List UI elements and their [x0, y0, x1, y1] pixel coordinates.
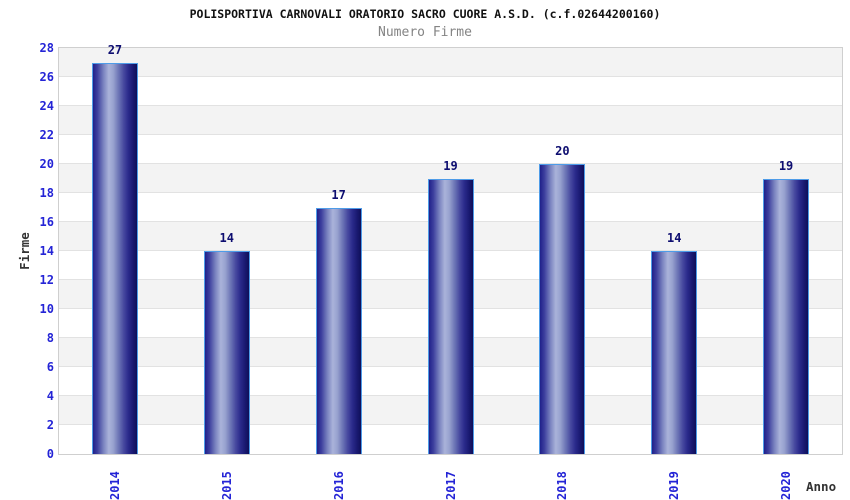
- y-tick-label: 26: [39, 70, 54, 84]
- x-tick-label: 2019: [667, 471, 682, 500]
- x-tick-label: 2014: [107, 471, 122, 500]
- y-tick-label: 14: [39, 244, 54, 258]
- bar-2019: [651, 251, 698, 454]
- x-axis-title: Anno: [806, 479, 837, 494]
- grid-band: [59, 77, 842, 106]
- bar-value-label: 19: [778, 158, 794, 173]
- y-tick-label: 28: [39, 41, 54, 55]
- bar-2014: [91, 62, 138, 454]
- x-tick-label: 2020: [779, 471, 794, 500]
- bar-value-label: 27: [107, 42, 123, 57]
- grid-band: [59, 106, 842, 135]
- bar-2017: [427, 178, 474, 454]
- bar-value-label: 19: [443, 158, 458, 173]
- y-tick-label: 4: [46, 389, 54, 403]
- y-tick-label: 6: [46, 360, 54, 374]
- y-axis-title: Firme: [17, 232, 32, 270]
- y-tick-label: 22: [39, 128, 54, 142]
- bar-2020: [763, 178, 810, 454]
- bar-2015: [203, 251, 250, 454]
- gridline: [59, 134, 842, 135]
- x-tick-label: 2015: [219, 471, 234, 500]
- gridline: [59, 163, 842, 164]
- y-tick-label: 24: [39, 99, 54, 113]
- x-tick-label: 2016: [331, 471, 346, 500]
- gridline: [59, 76, 842, 77]
- grid-band: [59, 135, 842, 164]
- chart-title: POLISPORTIVA CARNOVALI ORATORIO SACRO CU…: [189, 7, 661, 21]
- grid-band: [59, 48, 842, 77]
- gridline: [59, 105, 842, 106]
- y-tick-label: 12: [39, 273, 54, 287]
- x-tick-label: 2018: [555, 471, 570, 500]
- chart-subtitle: Numero Firme: [378, 25, 472, 40]
- x-tick-label: 2017: [443, 471, 458, 500]
- y-tick-label: 8: [46, 331, 54, 345]
- y-tick-label: 18: [39, 186, 54, 200]
- y-tick-label: 16: [39, 215, 54, 229]
- y-tick-label: 0: [46, 447, 54, 461]
- y-tick-label: 10: [39, 302, 54, 316]
- bar-2016: [315, 207, 362, 454]
- y-tick-label: 2: [46, 418, 54, 432]
- y-tick-label: 20: [39, 157, 54, 171]
- bar-value-label: 20: [555, 144, 570, 158]
- plot-area: [58, 47, 843, 455]
- bar-value-label: 14: [666, 231, 682, 245]
- bar-2018: [539, 164, 586, 454]
- bar-value-label: 17: [331, 187, 346, 202]
- bar-value-label: 14: [219, 231, 234, 245]
